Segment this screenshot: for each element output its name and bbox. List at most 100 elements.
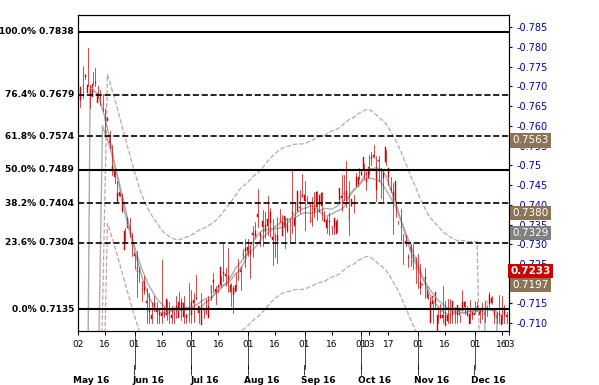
Text: 76.4% 0.7679: 76.4% 0.7679 (5, 90, 74, 99)
Bar (368, 167, 369, 179)
Text: 38.2% 0.7404: 38.2% 0.7404 (5, 199, 74, 208)
Bar (87, 85, 88, 93)
Bar (250, 250, 251, 254)
Bar (186, 315, 187, 318)
Bar (440, 315, 441, 318)
Bar (346, 191, 347, 199)
Bar (457, 305, 458, 315)
Bar (247, 247, 249, 255)
Bar (292, 212, 293, 214)
Bar (462, 302, 463, 311)
Bar (124, 231, 125, 250)
Bar (134, 253, 135, 256)
Bar (141, 289, 143, 290)
Bar (287, 225, 288, 231)
Bar (245, 248, 246, 251)
Bar (311, 217, 313, 223)
Bar (506, 315, 507, 317)
Bar (139, 271, 140, 272)
Bar (324, 218, 325, 222)
Bar (459, 310, 460, 315)
Bar (395, 181, 396, 202)
Bar (255, 231, 256, 239)
Bar (235, 285, 236, 292)
Bar (486, 300, 488, 309)
Bar (272, 237, 273, 240)
Bar (99, 94, 101, 99)
Text: 0.7380: 0.7380 (512, 208, 549, 218)
Bar (479, 310, 480, 315)
Bar (336, 221, 337, 234)
Text: 23.6% 0.7304: 23.6% 0.7304 (5, 238, 74, 247)
Bar (499, 313, 500, 315)
Text: 61.8% 0.7574: 61.8% 0.7574 (5, 132, 74, 141)
Bar (309, 203, 310, 204)
Bar (191, 302, 192, 315)
Bar (95, 82, 96, 83)
Text: |: | (359, 365, 363, 375)
Bar (294, 218, 295, 226)
Bar (213, 280, 214, 283)
Bar (304, 195, 305, 201)
Bar (469, 314, 470, 324)
Bar (225, 275, 226, 276)
Bar (474, 313, 475, 315)
Bar (107, 118, 108, 121)
Bar (316, 192, 317, 207)
Bar (208, 306, 209, 318)
Bar (447, 315, 448, 321)
Text: |: | (133, 365, 136, 375)
Bar (228, 276, 229, 280)
Text: 0.7563: 0.7563 (512, 136, 549, 146)
Text: Sep 16: Sep 16 (301, 377, 335, 385)
Bar (467, 311, 468, 315)
Bar (432, 296, 433, 304)
Bar (77, 80, 78, 94)
Text: |: | (473, 365, 476, 375)
Text: Aug 16: Aug 16 (244, 377, 279, 385)
Bar (122, 199, 123, 211)
Bar (366, 180, 367, 182)
Bar (334, 218, 335, 227)
Text: |: | (416, 365, 419, 375)
Bar (388, 168, 389, 177)
Bar (218, 285, 219, 290)
Text: 0.7380: 0.7380 (512, 208, 549, 218)
Text: May 16: May 16 (73, 377, 110, 385)
Bar (164, 313, 165, 315)
Bar (210, 285, 211, 294)
Bar (373, 155, 374, 157)
Bar (501, 315, 502, 325)
Bar (491, 298, 492, 303)
Text: |: | (190, 365, 193, 375)
Text: Oct 16: Oct 16 (358, 377, 391, 385)
Bar (129, 226, 130, 230)
Bar (166, 299, 167, 315)
Bar (452, 301, 453, 315)
Bar (161, 313, 162, 316)
Bar (183, 303, 184, 317)
Bar (176, 306, 177, 309)
Text: Nov 16: Nov 16 (414, 377, 449, 385)
Bar (420, 282, 421, 288)
Bar (437, 315, 438, 332)
Bar (267, 219, 268, 226)
Text: 50.0% 0.7489: 50.0% 0.7489 (5, 165, 74, 174)
Bar (127, 222, 128, 228)
Bar (85, 75, 86, 77)
Bar (383, 173, 384, 178)
Bar (489, 295, 490, 304)
Bar (376, 169, 377, 190)
Bar (282, 222, 283, 236)
Bar (277, 235, 278, 241)
Bar (408, 257, 409, 258)
Bar (232, 288, 234, 295)
Bar (361, 172, 362, 175)
Bar (97, 93, 98, 102)
Bar (220, 267, 221, 285)
Bar (260, 234, 261, 238)
Text: Jun 16: Jun 16 (132, 377, 164, 385)
Text: 0.7233: 0.7233 (510, 266, 550, 276)
Bar (262, 221, 263, 228)
Text: Jul 16: Jul 16 (190, 377, 219, 385)
